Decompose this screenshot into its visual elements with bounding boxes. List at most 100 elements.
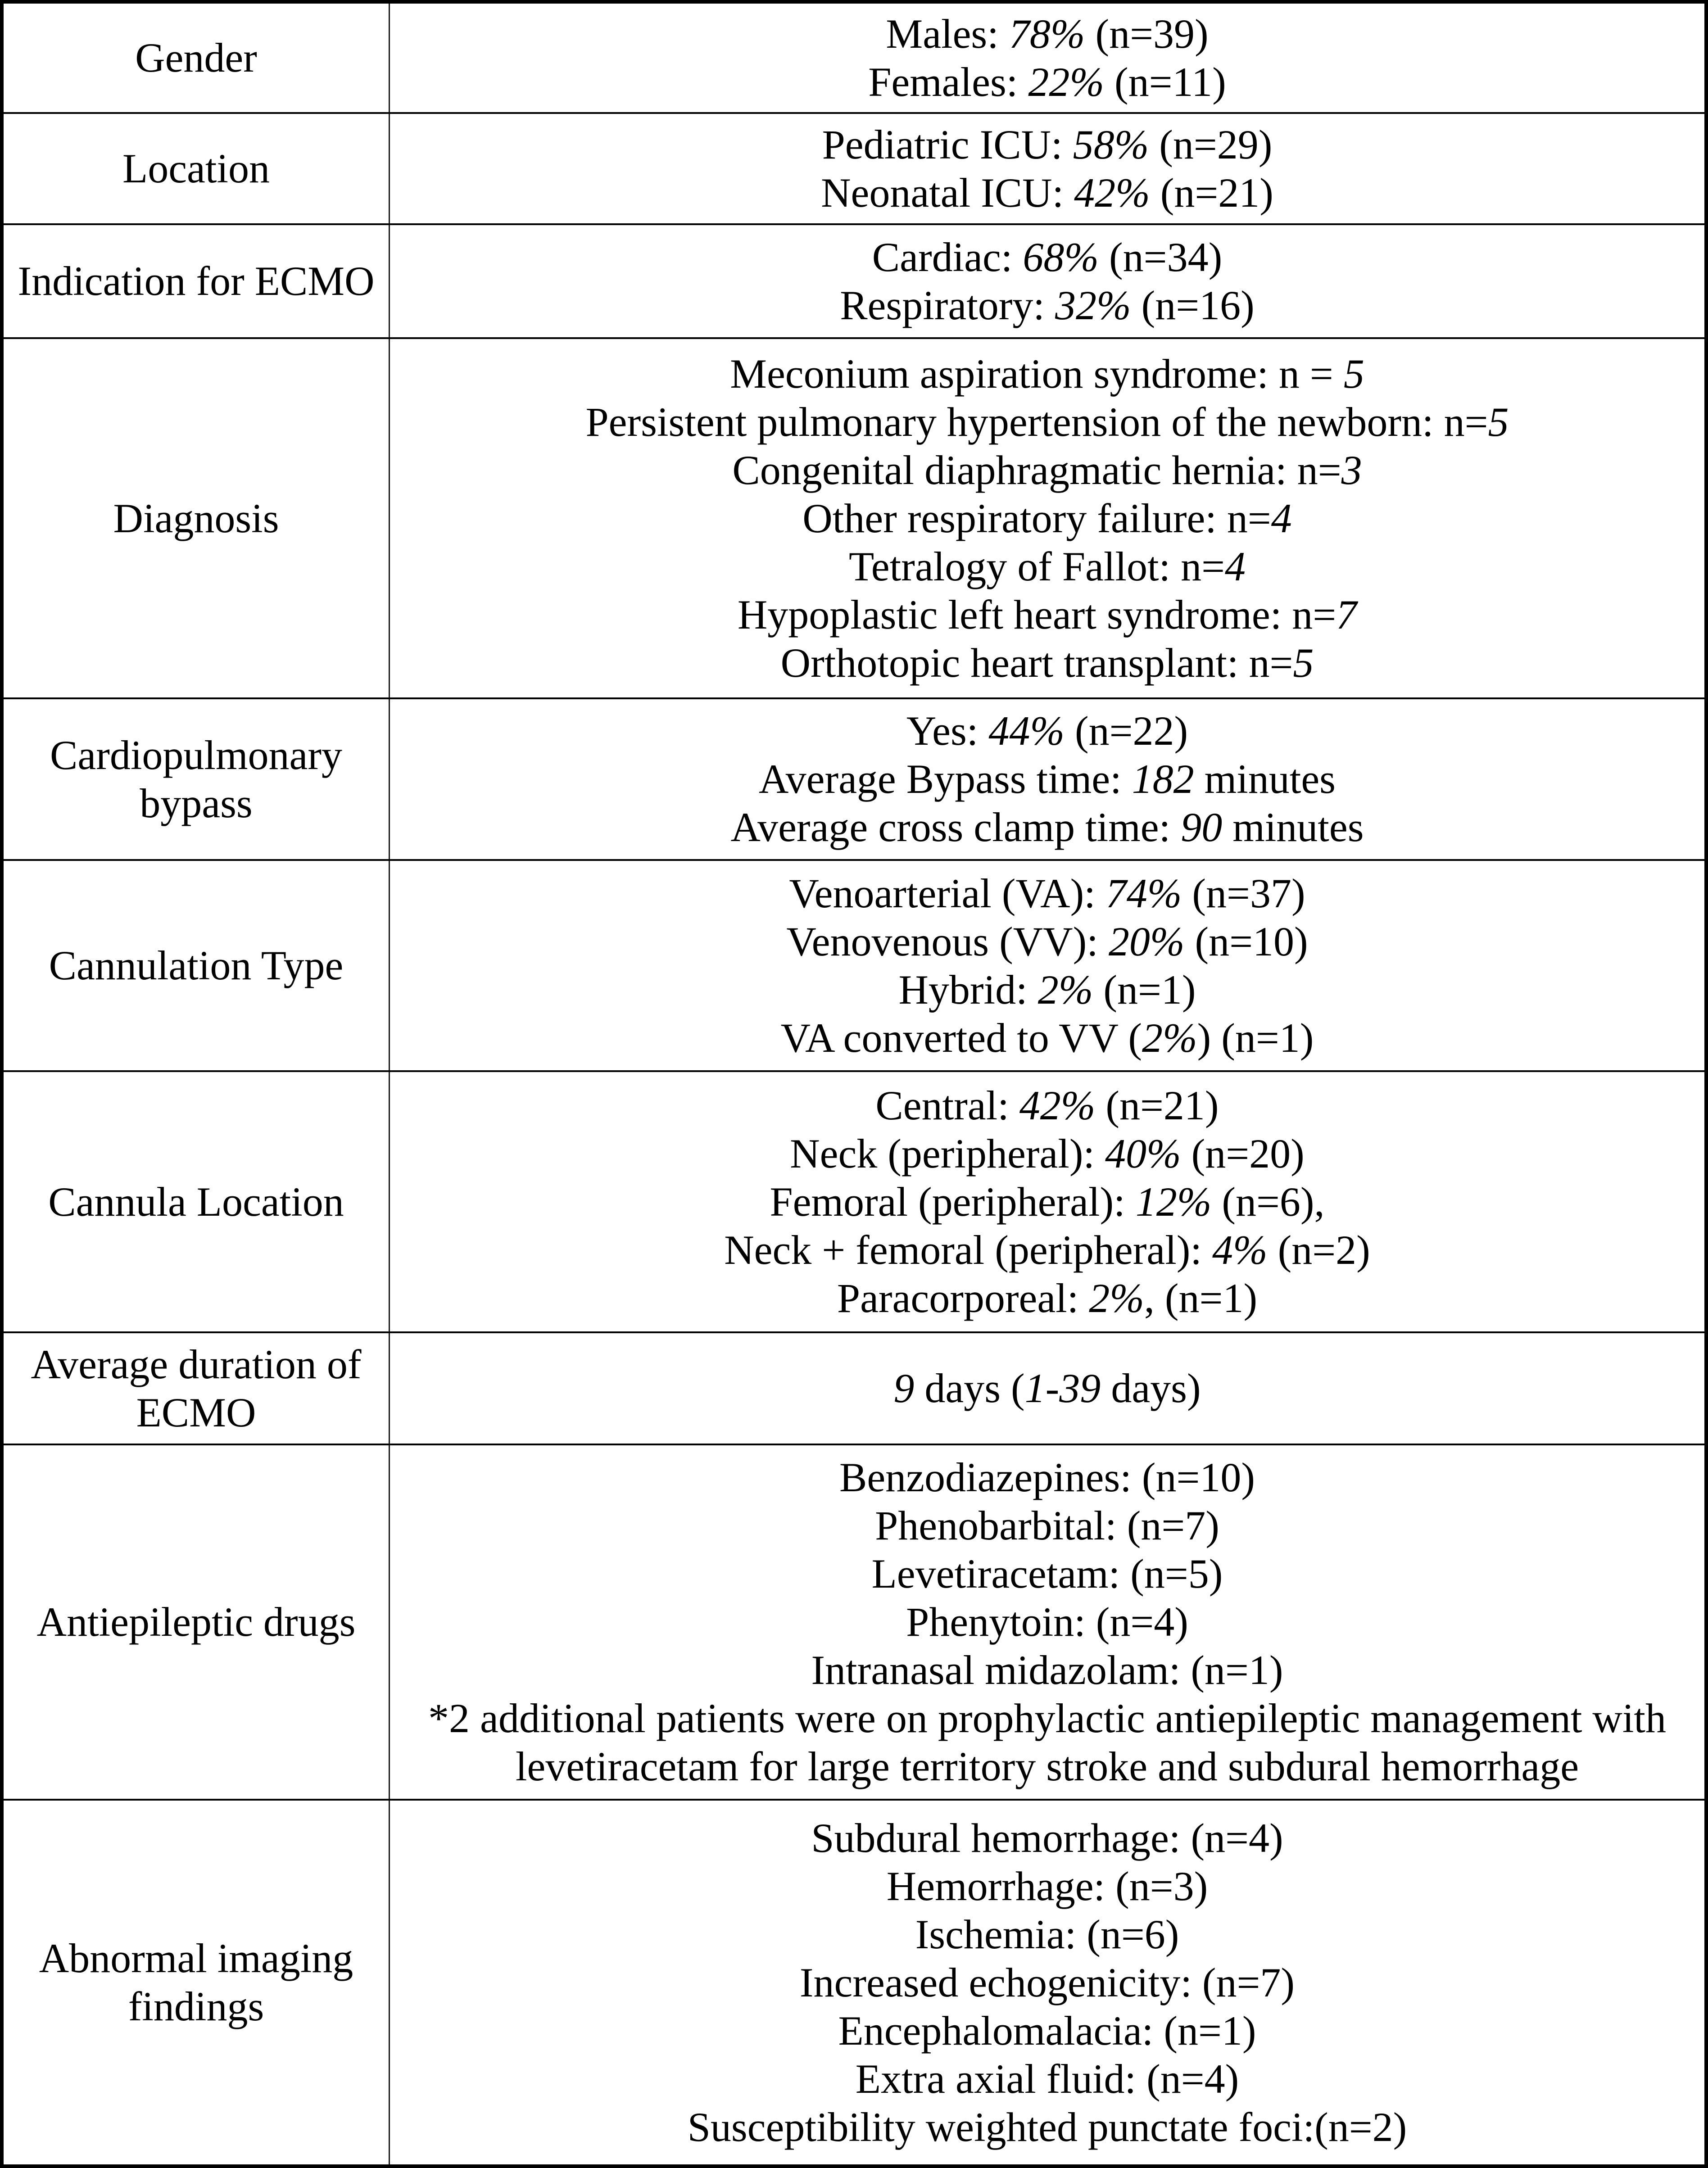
row-header-cell: Diagnosis [4,339,390,697]
value-line: Hypoplastic left heart syndrome: n=7 [738,591,1357,639]
value-number: 5 [1488,398,1509,445]
value-text: Males: [886,10,1009,57]
row-header-text: Location [122,145,270,191]
value-line: Neck (peripheral): 40% (n=20) [790,1130,1305,1178]
value-number: 58% [1073,121,1149,167]
row-value-cell: Subdural hemorrhage: (n=4) Hemorrhage: (n… [390,1801,1704,2164]
value-line: 9 days (1-39 days) [893,1364,1201,1412]
value-text: Cardiac: [872,234,1023,280]
value-text: levetiracetam for large territory stroke… [515,1743,1579,1789]
value-number: 5 [1343,350,1364,397]
value-text: (n=11) [1104,59,1226,105]
row-header-text: Antiepileptic drugs [36,1599,356,1645]
row-header-cell: Antiepileptic drugs [4,1445,390,1799]
row-header-text: Gender [135,35,257,81]
value-text: (n=2) [1267,1227,1370,1273]
table-row-cannula-location: Cannula Location Central: 42% (n=21) Neck … [4,1072,1704,1333]
value-text: *2 additional patients were on prophylac… [428,1695,1666,1741]
value-line: Intranasal midazolam: (n=1) [811,1646,1283,1694]
value-line: Femoral (peripheral): 12% (n=6), [770,1178,1324,1226]
row-header-text: Cannulation Type [49,942,344,988]
row-value-cell: Benzodiazepines: (n=10) Phenobarbital: (n… [390,1445,1704,1799]
row-header-cell: Gender [4,4,390,112]
value-number: 4% [1212,1227,1268,1273]
row-header-text: Cannula Location [48,1178,344,1225]
value-line: Increased echogenicity: (n=7) [800,1959,1295,2007]
value-line: Respiratory: 32% (n=16) [840,281,1255,330]
value-line: Levetiracetam: (n=5) [872,1550,1223,1598]
value-number: 7 [1336,591,1357,638]
table-row-cannulation-type: Cannulation Type Venoarterial (VA): 74% (… [4,861,1704,1072]
value-line: Hybrid: 2% (n=1) [898,966,1196,1014]
value-line: VA converted to VV (2%) (n=1) [781,1014,1314,1062]
value-number: 2% [1142,1014,1197,1061]
row-value-cell: Pediatric ICU: 58% (n=29) Neonatal ICU: 4… [390,114,1704,223]
row-header-text: Diagnosis [113,495,279,541]
value-text: Encephalomalacia: (n=1) [838,2007,1256,2054]
value-text: , (n=1) [1144,1275,1258,1321]
value-text: (n=21) [1150,169,1273,216]
value-line: Females: 22% (n=11) [868,58,1226,106]
table-row-abnormal-imaging-findings: Abnormal imaging findings Subdural hemorr… [4,1801,1704,2164]
value-number: 3 [1341,447,1362,493]
value-number: 22% [1028,59,1105,105]
value-line: Encephalomalacia: (n=1) [838,2007,1256,2055]
value-text: Pediatric ICU: [822,121,1073,167]
row-header-cell: Indication for ECMO [4,225,390,337]
value-number: 182 [1132,756,1194,802]
value-text: Venovenous (VV): [786,918,1109,964]
value-line: Paracorporeal: 2%, (n=1) [837,1274,1257,1322]
value-number: 2% [1089,1275,1144,1321]
value-text: Average Bypass time: [759,756,1132,802]
value-text: (n=6), [1211,1178,1325,1225]
value-text: Central: [875,1082,1019,1128]
value-line: Benzodiazepines: (n=10) [839,1453,1255,1502]
value-text: Neonatal ICU: [821,169,1074,216]
value-text: Average cross clamp time: [730,804,1181,850]
row-value-cell: Meconium aspiration syndrome: n = 5 Persi… [390,339,1704,697]
value-text: Other respiratory failure: n= [802,495,1271,541]
row-header-text: Indication for ECMO [18,258,375,304]
row-value-cell: Venoarterial (VA): 74% (n=37) Venovenous … [390,861,1704,1070]
value-text: (n=20) [1181,1130,1305,1177]
value-number: 44% [988,708,1065,754]
value-text: ) (n=1) [1197,1014,1314,1061]
table-row-indication-for-ecmo: Indication for ECMO Cardiac: 68% (n=34) Re… [4,225,1704,339]
row-header-cell: Cardiopulmonary bypass [4,699,390,859]
value-text: Paracorporeal: [837,1275,1089,1321]
value-text: minutes [1194,756,1336,802]
value-text: (n=37) [1182,870,1305,916]
value-line: Subdural hemorrhage: (n=4) [811,1814,1283,1862]
row-value-cell: Cardiac: 68% (n=34) Respiratory: 32% (n=1… [390,225,1704,337]
row-header-cell: Cannula Location [4,1072,390,1331]
row-value-cell: 9 days (1-39 days) [390,1333,1704,1444]
value-line: Central: 42% (n=21) [875,1082,1219,1130]
value-text: Femoral (peripheral): [770,1178,1136,1225]
value-number: 42% [1074,169,1150,216]
value-line: Hemorrhage: (n=3) [887,1862,1208,1910]
value-line: Tetralogy of Fallot: n=4 [849,543,1246,591]
value-line: Pediatric ICU: 58% (n=29) [822,121,1273,169]
value-line: Venoarterial (VA): 74% (n=37) [789,869,1305,918]
value-text: days ( [914,1365,1025,1411]
value-line: Congenital diaphragmatic hernia: n=3 [732,446,1362,494]
value-line: Cardiac: 68% (n=34) [872,233,1222,281]
table-row-gender: Gender Males: 78% (n=39) Females: 22% (n=1… [4,4,1704,114]
value-line: Persistent pulmonary hypertension of the… [586,398,1509,446]
value-text: (n=34) [1099,234,1223,280]
value-number: 32% [1055,282,1131,328]
value-text: (n=29) [1149,121,1273,167]
value-number: 12% [1135,1178,1212,1225]
value-number: 68% [1023,234,1099,280]
row-value-cell: Males: 78% (n=39) Females: 22% (n=11) [390,4,1704,112]
value-number: 9 [893,1365,915,1411]
value-text: Yes: [906,708,989,754]
value-text: days) [1101,1365,1201,1411]
value-line: Susceptibility weighted punctate foci:(n… [688,2103,1407,2151]
value-line: *2 additional patients were on prophylac… [428,1694,1666,1743]
value-text: Orthotopic heart transplant: n= [780,639,1293,686]
value-line: Other respiratory failure: n=4 [802,494,1291,543]
value-number: 42% [1019,1082,1096,1128]
value-text: (n=16) [1131,282,1255,328]
